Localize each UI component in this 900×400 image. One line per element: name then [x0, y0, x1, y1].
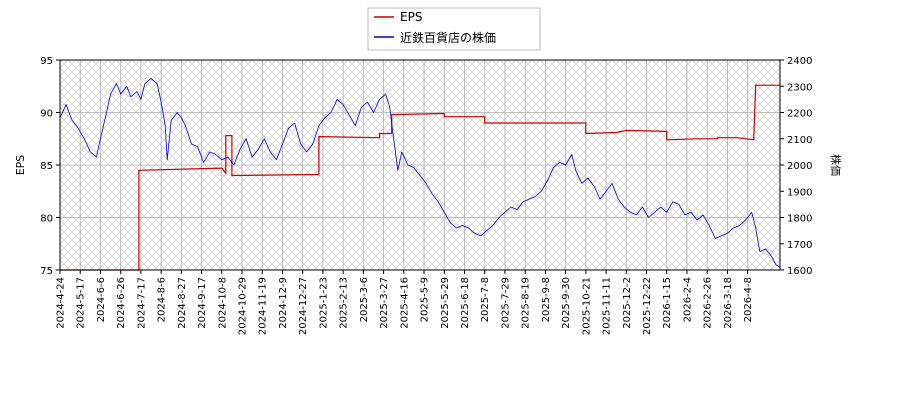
x-tick-label: 2025-12-2: [622, 277, 633, 329]
x-tick-label: 2026-2-4: [682, 277, 693, 322]
right-tick-label: 1800: [787, 214, 812, 225]
series-layer: [59, 78, 781, 271]
right-tick-label: 1600: [787, 266, 812, 277]
x-tick-label: 2025-3-27: [379, 277, 390, 329]
left-axis-ticks: 75 80 85 90 95: [40, 56, 60, 277]
x-tick-label: 2025-9-8: [541, 277, 552, 322]
x-tick-label: 2025-12-22: [642, 277, 653, 335]
x-tick-label: 2025-5-29: [440, 277, 451, 329]
x-tick-label: 2025-7-29: [500, 277, 511, 329]
x-tick-label: 2024-10-8: [217, 277, 228, 329]
x-tick-label: 2025-8-19: [521, 277, 532, 329]
right-tick-label: 1700: [787, 240, 812, 251]
x-tick-label: 2026-4-8: [743, 277, 754, 322]
x-tick-label: 2025-3-6: [359, 277, 370, 322]
x-tick-label: 2026-3-18: [723, 277, 734, 329]
right-tick-label: 1900: [787, 187, 812, 198]
x-tick-label: 2024-9-17: [197, 277, 208, 329]
x-tick-label: 2024-6-26: [116, 277, 127, 329]
legend-label-price: 近鉄百貨店の株価: [400, 30, 496, 45]
x-tick-label: 2025-11-11: [602, 277, 613, 335]
right-axis-ticks: 1600 1700 1800 1900 2000 2100 2200 2300 2400: [780, 56, 812, 277]
x-tick-label: 2024-11-19: [258, 277, 269, 335]
x-tick-label: 2025-5-9: [420, 277, 431, 322]
right-axis-label: 株価: [829, 154, 843, 176]
grid-lines: [59, 59, 780, 271]
x-tick-label: 2025-9-30: [561, 277, 572, 329]
right-tick-label: 2100: [787, 135, 812, 146]
x-tick-label: 2025-10-21: [581, 277, 592, 335]
x-tick-label: 2026-2-26: [703, 277, 714, 329]
left-tick-label: 95: [40, 56, 53, 67]
x-tick-label: 2024-6-6: [96, 277, 107, 322]
x-tick-label: 2024-12-9: [278, 277, 289, 329]
x-tick-label: 2026-1-15: [662, 277, 673, 329]
legend-box: [367, 7, 541, 51]
right-tick-label: 2000: [787, 161, 812, 172]
x-tick-label: 2024-7-17: [136, 277, 147, 329]
right-tick-label: 2300: [787, 82, 812, 93]
left-tick-label: 75: [40, 266, 53, 277]
eps-series-line: [60, 84, 780, 271]
legend: EPS 近鉄百貨店の株価: [367, 7, 541, 51]
right-tick-label: 2200: [787, 109, 812, 120]
x-tick-label: 2024-10-29: [238, 277, 249, 335]
left-tick-label: 90: [40, 109, 53, 120]
x-tick-label: 2024-4-24: [56, 277, 67, 329]
x-tick-label: 2025-6-18: [460, 277, 471, 329]
x-tick-label: 2024-8-27: [177, 277, 188, 329]
left-tick-label: 85: [40, 161, 53, 172]
left-tick-label: 80: [40, 214, 53, 225]
left-axis-label: EPS: [14, 155, 27, 176]
x-tick-label: 2024-12-27: [298, 277, 309, 335]
x-tick-label: 2025-2-13: [339, 277, 350, 329]
x-tick-label: 2025-7-8: [480, 277, 491, 322]
x-tick-label: 2024-5-17: [76, 277, 87, 329]
legend-label-eps: EPS: [400, 10, 422, 24]
x-tick-label: 2025-1-23: [318, 277, 329, 329]
right-tick-label: 2400: [787, 56, 812, 67]
price-series-line: [59, 78, 781, 268]
x-tick-label: 2025-4-16: [399, 277, 410, 329]
x-tick-label: 2024-8-6: [157, 277, 168, 322]
x-axis-ticks: 2024-4-24 2024-5-17 2024-6-6 2024-6-26 2024-…: [56, 270, 754, 335]
